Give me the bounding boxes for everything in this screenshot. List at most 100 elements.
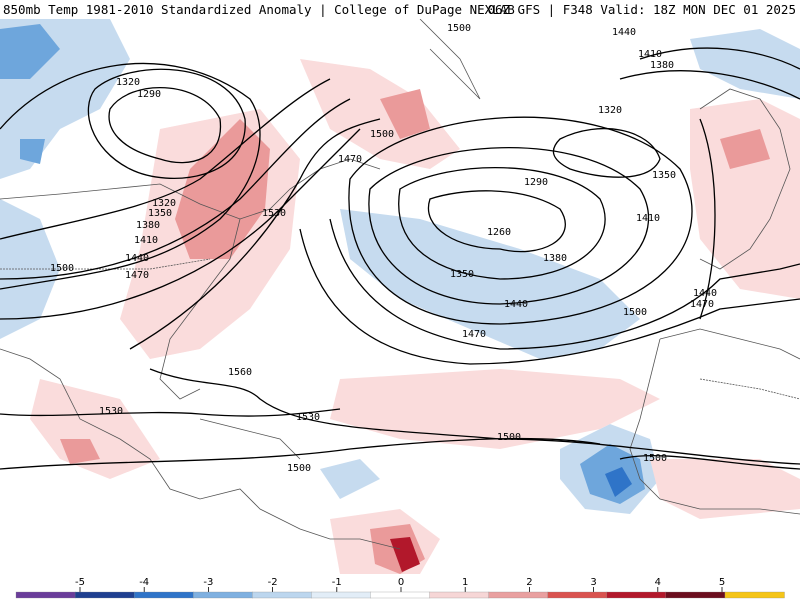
contour-label: 1380: [543, 253, 567, 264]
contour-label: 1350: [450, 269, 474, 280]
anomaly-area: [380, 89, 430, 139]
contour-label: 1500: [447, 23, 471, 34]
contour-label: 1470: [462, 329, 486, 340]
contour-label: 1260: [487, 227, 511, 238]
contour-label: 1320: [598, 105, 622, 116]
color-scale-tick-label: -2: [268, 577, 278, 588]
contour-label: 1530: [99, 406, 123, 417]
contour-label: 1530: [262, 208, 286, 219]
color-swatch: [724, 591, 785, 599]
contour-label: 1290: [524, 177, 548, 188]
contour-label: 1440: [612, 27, 636, 38]
height-contour: [427, 190, 566, 253]
color-swatch: [15, 591, 76, 599]
anomaly-area: [690, 29, 800, 99]
height-contour: [87, 68, 246, 179]
color-scale-tick-label: 4: [655, 577, 661, 588]
contour-label: 1500: [50, 263, 74, 274]
contour-label: 1320: [116, 77, 140, 88]
color-scale-tick-label: -3: [203, 577, 213, 588]
coastline: [659, 328, 800, 360]
contour-labels: 1500 1440 1410 1380 1320 1290 1500 1470 …: [50, 23, 717, 474]
height-contour: [0, 437, 601, 470]
contour-label: 1470: [125, 270, 149, 281]
color-swatch: [429, 591, 490, 599]
height-contour: [299, 228, 800, 365]
contour-label: 1500: [643, 453, 667, 464]
contour-label: 1500: [497, 432, 521, 443]
contour-label: 1500: [287, 463, 311, 474]
height-contour: [368, 147, 650, 305]
coastline: [699, 88, 791, 270]
color-scale-swatches: [15, 591, 785, 599]
color-swatch: [547, 591, 608, 599]
contour-label: 1500: [623, 307, 647, 318]
contour-label: 1380: [650, 60, 674, 71]
weather-map: 1500 1440 1410 1380 1320 1290 1500 1470 …: [0, 19, 800, 574]
positive-anomaly-shading: [30, 59, 800, 574]
color-swatch: [370, 591, 431, 599]
anomaly-area: [390, 537, 420, 572]
contour-label: 1350: [148, 208, 172, 219]
anomaly-area: [175, 119, 270, 259]
height-contour: [619, 455, 800, 470]
anomaly-area: [650, 459, 800, 519]
height-contour: [129, 118, 381, 350]
contour-label: 1350: [652, 170, 676, 181]
strong-positive-anomaly-shading: [60, 89, 770, 574]
coastline: [419, 19, 481, 100]
contour-label: 1440: [693, 288, 717, 299]
contour-label: 1290: [137, 89, 161, 100]
height-contour: [0, 408, 341, 417]
contour-label: 1410: [638, 49, 662, 60]
height-contour: [0, 62, 261, 290]
anomaly-area: [320, 459, 380, 499]
color-scale-tick-label: 5: [719, 577, 725, 588]
height-contour: [0, 78, 331, 240]
very-strong-positive-anomaly: [390, 537, 420, 572]
contour-label: 1440: [504, 299, 528, 310]
color-swatch: [252, 591, 313, 599]
contour-label: 1500: [370, 129, 394, 140]
color-scale-bar: -5 -4 -3 -2 -1 0 1 2 3 4 5: [15, 577, 785, 599]
color-scale-ticks: -5 -4 -3 -2 -1 0 1 2 3 4 5: [75, 577, 725, 592]
color-swatch: [193, 591, 253, 599]
height-contour: [0, 128, 361, 320]
anomaly-area: [605, 467, 632, 497]
contour-label: 1410: [134, 235, 158, 246]
anomaly-area: [720, 129, 770, 169]
anomaly-area: [30, 379, 160, 479]
color-swatch: [606, 591, 667, 599]
height-contour: [329, 218, 800, 350]
color-scale-tick-label: 2: [526, 577, 532, 588]
height-contour: [639, 47, 800, 70]
anomaly-area: [60, 439, 100, 464]
contour-label: 1470: [690, 299, 714, 310]
height-contour: [149, 368, 800, 465]
contour-label: 1440: [125, 253, 149, 264]
coastline: [159, 218, 241, 400]
anomaly-area: [20, 139, 45, 164]
color-scale-tick-label: 1: [462, 577, 468, 588]
color-scale-tick-label: -4: [139, 577, 149, 588]
coastlines: [0, 19, 800, 550]
coastline: [199, 418, 301, 460]
anomaly-area: [690, 99, 800, 299]
contour-label: 1410: [636, 213, 660, 224]
color-scale-tick-label: -5: [75, 577, 85, 588]
contour-label: 1470: [338, 154, 362, 165]
coastline: [0, 348, 401, 550]
border: [699, 378, 800, 400]
height-contour: [699, 118, 716, 320]
anomaly-area: [330, 369, 660, 449]
height-contour: [398, 166, 606, 280]
color-scale-tick-label: -1: [332, 577, 342, 588]
contour-label: 1320: [152, 198, 176, 209]
very-strong-negative-anomaly: [605, 467, 632, 497]
model-run-info: 06Z GFS | F348 Valid: 18Z MON DEC 01 202…: [487, 2, 796, 17]
contour-label: 1380: [136, 220, 160, 231]
contour-label: 1530: [296, 412, 320, 423]
color-swatch: [488, 591, 549, 599]
color-swatch: [665, 591, 726, 599]
